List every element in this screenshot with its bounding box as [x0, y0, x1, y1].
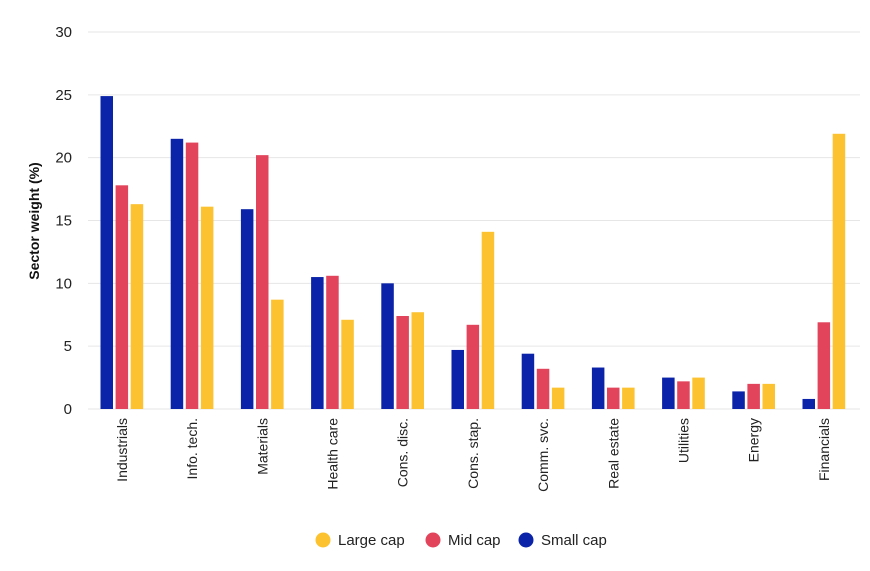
- bar-small-cap-financials: [802, 398, 815, 409]
- x-tick-label: Financials: [816, 418, 832, 481]
- bar-mid-cap-cons-disc-: [396, 316, 409, 409]
- bar-mid-cap-industrials: [115, 185, 129, 409]
- legend: Large cap Mid cap Small cap: [315, 532, 607, 549]
- y-tick-label: 5: [64, 338, 72, 355]
- bar-small-cap-cons-stap-: [451, 349, 464, 409]
- bar-mid-cap-energy: [747, 383, 760, 409]
- x-tick-label: Real estate: [605, 418, 621, 489]
- bar-small-cap-materials: [240, 209, 254, 409]
- bar-large-cap-materials: [271, 299, 284, 409]
- bar-small-cap-utilities: [662, 377, 675, 409]
- bar-mid-cap-utilities: [677, 381, 690, 409]
- bar-small-cap-real-estate: [591, 367, 605, 409]
- bar-mid-cap-cons-stap-: [466, 324, 480, 409]
- y-tick-labels: 0 5 10 15 20 25 30: [55, 24, 72, 418]
- y-tick-label: 15: [55, 213, 72, 230]
- bar-large-cap-real-estate: [622, 387, 635, 409]
- legend-label-large-cap: Large cap: [338, 532, 405, 549]
- x-tick-label: Cons. stap.: [465, 418, 481, 489]
- bar-large-cap-utilities: [692, 377, 705, 409]
- bar-small-cap-info-tech-: [170, 138, 184, 410]
- y-tick-label: 20: [55, 150, 72, 167]
- y-tick-label: 10: [55, 275, 72, 292]
- bar-large-cap-cons-stap-: [481, 231, 495, 409]
- bar-mid-cap-comm-svc-: [536, 368, 550, 409]
- x-tick-label: Health care: [324, 418, 340, 490]
- bar-mid-cap-real-estate: [607, 387, 620, 409]
- x-tick-label: Info. tech.: [184, 418, 200, 479]
- x-tick-labels: Industrials Info. tech. Materials Health ca…: [114, 418, 832, 492]
- legend-swatch-mid-cap: [425, 532, 441, 548]
- bar-large-cap-cons-disc-: [411, 312, 424, 409]
- y-axis-title: Sector weight (%): [26, 162, 42, 279]
- y-tick-label: 0: [64, 401, 72, 418]
- x-tick-label: Comm. svc.: [535, 418, 551, 492]
- bar-small-cap-industrials: [100, 96, 113, 409]
- bar-large-cap-comm-svc-: [551, 387, 565, 409]
- bar-large-cap-financials: [832, 133, 846, 410]
- bars: [100, 96, 846, 410]
- legend-label-small-cap: Small cap: [541, 532, 607, 549]
- bar-large-cap-energy: [762, 383, 775, 409]
- y-tick-label: 25: [55, 87, 72, 104]
- bar-large-cap-industrials: [130, 204, 144, 409]
- x-tick-label: Materials: [254, 418, 270, 475]
- legend-label-mid-cap: Mid cap: [448, 532, 501, 549]
- bar-large-cap-health-care: [341, 319, 354, 409]
- bar-mid-cap-materials: [256, 155, 269, 409]
- grid-lines: [88, 31, 860, 410]
- bar-small-cap-energy: [732, 391, 745, 409]
- legend-swatch-small-cap: [518, 532, 534, 548]
- x-tick-label: Cons. disc.: [395, 418, 411, 487]
- bar-small-cap-comm-svc-: [521, 353, 535, 409]
- x-tick-label: Utilities: [675, 418, 691, 463]
- y-tick-label: 30: [55, 24, 72, 41]
- x-tick-label: Energy: [746, 418, 762, 462]
- bar-mid-cap-health-care: [326, 275, 339, 409]
- legend-swatch-large-cap: [315, 532, 331, 548]
- bar-mid-cap-info-tech-: [185, 142, 199, 409]
- x-tick-label: Industrials: [114, 418, 130, 482]
- bar-small-cap-health-care: [311, 277, 324, 409]
- bar-large-cap-info-tech-: [200, 206, 214, 409]
- bar-small-cap-cons-disc-: [381, 283, 394, 409]
- bar-mid-cap-financials: [817, 322, 831, 409]
